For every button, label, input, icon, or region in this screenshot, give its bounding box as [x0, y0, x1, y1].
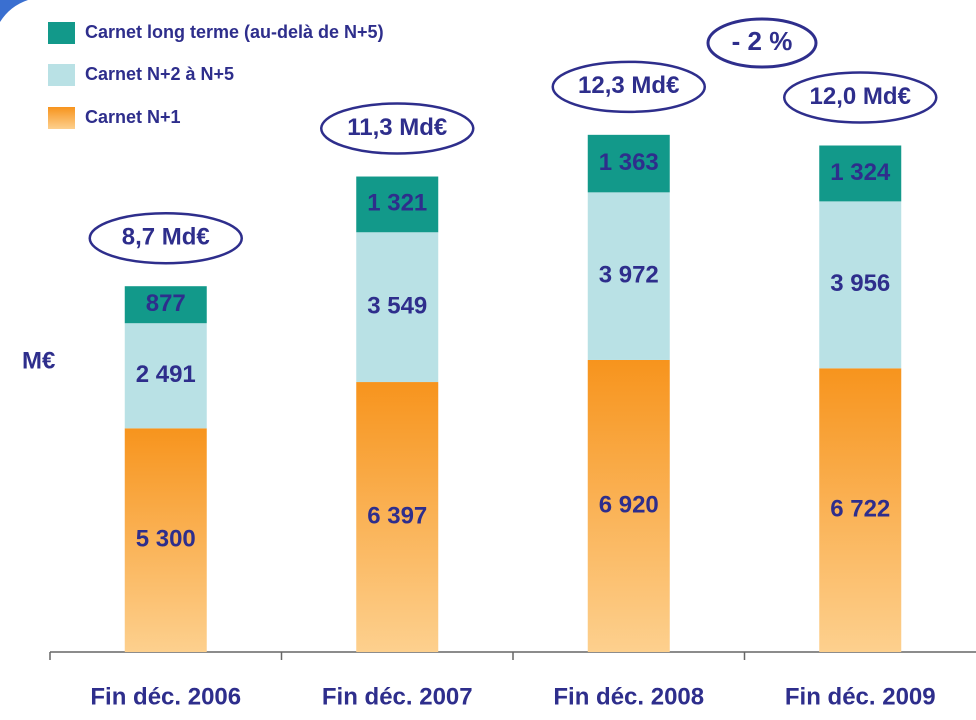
x-tick-label: Fin déc. 2009 [785, 683, 936, 710]
value-label: 1 363 [599, 149, 659, 176]
value-label: 6 397 [367, 502, 427, 529]
y-axis-label: M€ [22, 347, 55, 374]
x-tick-label: Fin déc. 2007 [322, 683, 473, 710]
bar-segment [819, 145, 902, 202]
total-label: 12,0 Md€ [810, 83, 911, 110]
legend-label: Carnet N+1 [85, 107, 181, 127]
total-bubble [320, 102, 475, 155]
bar-segment [356, 382, 439, 652]
bar-segment [124, 286, 207, 324]
total-bubble [551, 60, 706, 114]
x-tick-label: Fin déc. 2006 [90, 683, 241, 710]
total-label: 8,7 Md€ [122, 224, 210, 251]
bar-segment [124, 428, 207, 652]
legend-swatch [48, 64, 75, 86]
total-bubble [783, 71, 938, 124]
total-label: 12,3 Md€ [578, 72, 679, 99]
legend-swatch [48, 107, 75, 129]
bar-segment [587, 192, 670, 360]
value-label: 3 972 [599, 262, 659, 289]
bar-segment [587, 134, 670, 193]
value-label: 877 [146, 290, 186, 317]
change-label: - 2 % [732, 26, 793, 56]
value-label: 1 321 [367, 190, 427, 217]
legend-label: Carnet N+2 à N+5 [85, 64, 234, 84]
corner-decoration [0, 0, 28, 22]
bar-segment [356, 176, 439, 233]
bar-segment [124, 323, 207, 429]
bar-segment [819, 368, 902, 652]
value-label: 6 920 [599, 491, 659, 518]
change-bubble [706, 17, 818, 69]
value-label: 3 956 [830, 270, 890, 297]
value-label: 5 300 [136, 526, 196, 553]
bar-segment [819, 201, 902, 369]
bar-segment [356, 232, 439, 383]
value-label: 6 722 [830, 496, 890, 523]
legend-swatch [48, 22, 75, 44]
value-label: 3 549 [367, 293, 427, 320]
total-bubble [88, 211, 243, 265]
bar-segment [587, 359, 670, 652]
x-tick-label: Fin déc. 2008 [553, 683, 704, 710]
legend-label: Carnet long terme (au-delà de N+5) [85, 22, 384, 42]
total-label: 11,3 Md€ [347, 114, 447, 141]
value-label: 2 491 [136, 361, 196, 388]
value-label: 1 324 [830, 159, 891, 186]
